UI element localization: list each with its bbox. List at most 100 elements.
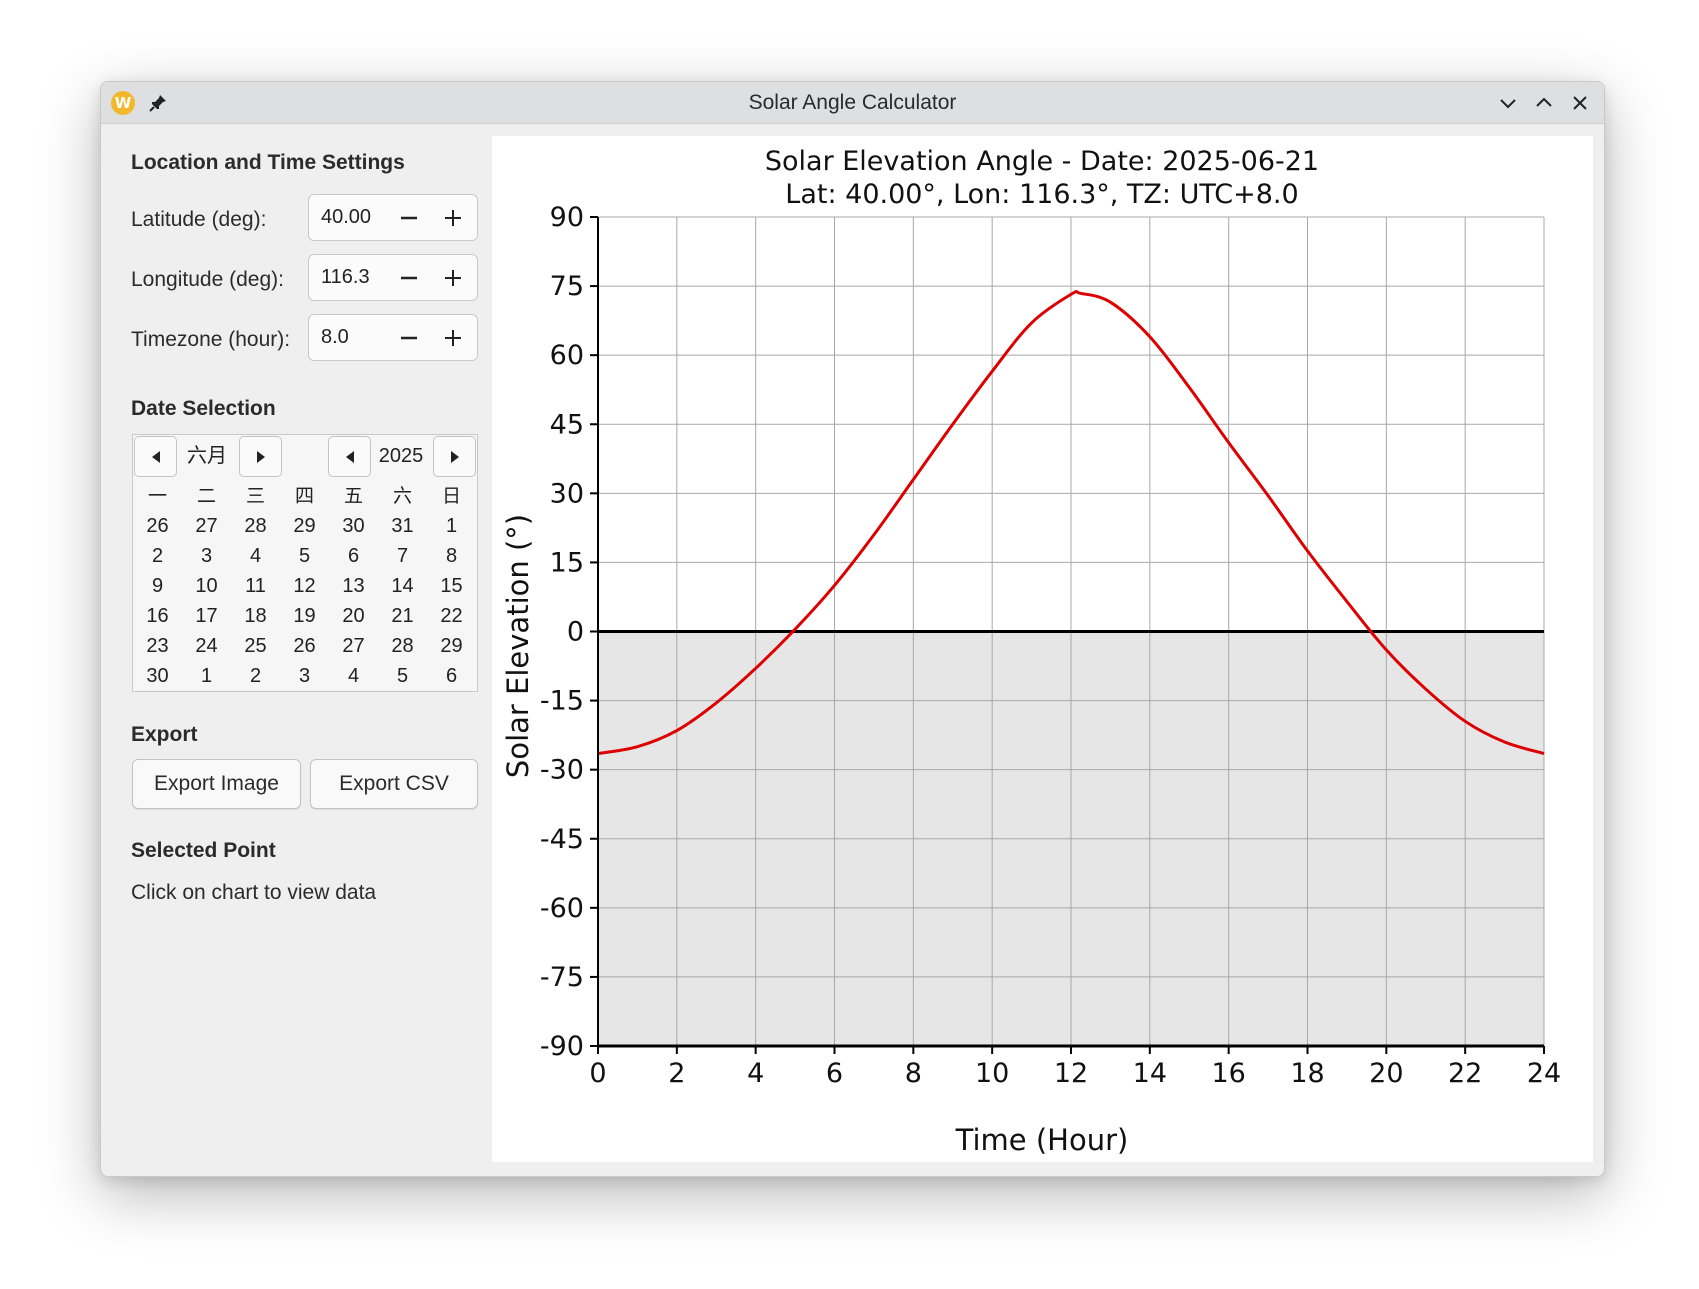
longitude-value[interactable]: 116.3 (321, 266, 370, 288)
calendar-day[interactable]: 1 (445, 515, 458, 537)
export-title: Export (131, 723, 198, 746)
x-tick-label: 14 (1133, 1058, 1167, 1089)
weekday-label: 六 (392, 485, 412, 507)
y-tick-label: 0 (567, 617, 584, 648)
settings-sidebar: Location and Time Settings Latitude (deg… (101, 124, 491, 1176)
minus-icon[interactable] (397, 266, 421, 290)
calendar-day[interactable]: 20 (342, 605, 365, 627)
x-tick-label: 18 (1290, 1058, 1324, 1089)
latitude-spinbox[interactable]: 40.00 (308, 194, 478, 241)
calendar-day[interactable]: 1 (200, 665, 213, 687)
x-tick-label: 20 (1369, 1058, 1403, 1089)
export-csv-button[interactable]: Export CSV (310, 759, 478, 809)
weekday-label: 一 (147, 485, 167, 507)
minus-icon[interactable] (397, 326, 421, 350)
minimize-button[interactable] (1496, 91, 1520, 115)
calendar-day[interactable]: 28 (391, 635, 414, 657)
triangle-right-icon (451, 451, 459, 463)
calendar-day[interactable]: 2 (151, 545, 164, 567)
x-tick-label: 12 (1054, 1058, 1088, 1089)
timezone-spinbox[interactable]: 8.0 (308, 314, 478, 361)
timezone-value[interactable]: 8.0 (321, 326, 349, 348)
weekday-label: 四 (294, 485, 314, 507)
y-tick-label: 75 (550, 271, 584, 302)
triangle-right-icon (257, 451, 265, 463)
calendar-day[interactable]: 26 (146, 515, 169, 537)
calendar-day[interactable]: 26 (293, 635, 316, 657)
calendar-day[interactable]: 8 (445, 545, 458, 567)
weekday-label: 二 (196, 485, 216, 507)
calendar-day[interactable]: 24 (195, 635, 218, 657)
calendar-day[interactable]: 29 (293, 515, 316, 537)
calendar-day[interactable]: 11 (245, 575, 266, 597)
calendar-day[interactable]: 15 (440, 575, 463, 597)
pin-icon[interactable] (147, 92, 169, 114)
y-tick-label: 30 (550, 478, 584, 509)
close-icon (1573, 96, 1587, 110)
next-month-button[interactable] (239, 436, 282, 477)
selected-point-title: Selected Point (131, 839, 276, 862)
calendar-day[interactable]: 7 (396, 545, 409, 567)
timezone-label: Timezone (hour): (131, 328, 291, 351)
chart-panel[interactable]: 0 2 4 6 8 10 12 14 16 18 20 22 24 90 75 60 45 30 15 0 -15 -3… (492, 136, 1593, 1162)
chart-axes (590, 216, 1545, 1054)
calendar-day[interactable]: 21 (391, 605, 414, 627)
maximize-button[interactable] (1532, 91, 1556, 115)
calendar-day[interactable]: 23 (146, 635, 169, 657)
next-year-button[interactable] (433, 436, 476, 477)
calendar-day[interactable]: 14 (391, 575, 414, 597)
calendar-day[interactable]: 18 (244, 605, 267, 627)
close-button[interactable] (1568, 91, 1592, 115)
calendar-day[interactable]: 13 (342, 575, 365, 597)
y-axis-label: Solar Elevation (°) (501, 514, 535, 778)
calendar-day[interactable]: 6 (445, 665, 458, 687)
calendar-day[interactable]: 10 (195, 575, 218, 597)
calendar-day[interactable]: 19 (293, 605, 316, 627)
prev-year-button[interactable] (328, 436, 371, 477)
minus-icon[interactable] (397, 206, 421, 230)
y-tick-label: 60 (550, 340, 584, 371)
calendar-day[interactable]: 3 (200, 545, 213, 567)
calendar-day[interactable]: 31 (391, 515, 414, 537)
calendar-day[interactable]: 16 (146, 605, 169, 627)
plus-icon[interactable] (441, 326, 465, 350)
calendar-day[interactable]: 5 (396, 665, 409, 687)
elevation-curve[interactable] (597, 290, 1545, 756)
latitude-value[interactable]: 40.00 (321, 206, 372, 228)
solar-elevation-chart[interactable]: 0 2 4 6 8 10 12 14 16 18 20 22 24 9075604530150-15-3… (492, 136, 1593, 1162)
x-tick-label: 24 (1527, 1058, 1561, 1089)
calendar-day[interactable]: 4 (249, 545, 262, 567)
calendar-day[interactable]: 9 (151, 575, 164, 597)
calendar-day[interactable]: 12 (293, 575, 316, 597)
calendar-day[interactable]: 27 (195, 515, 218, 537)
longitude-spinbox[interactable]: 116.3 (308, 254, 478, 301)
calendar-day[interactable]: 28 (244, 515, 267, 537)
plus-icon[interactable] (441, 266, 465, 290)
calendar-week-row: 9 10 11 12 13 14 15 (133, 571, 477, 601)
calendar-widget[interactable]: 六月 2025 一 二 三 四 五 六 日 (132, 434, 478, 692)
calendar-day[interactable]: 30 (146, 665, 169, 687)
longitude-label: Longitude (deg): (131, 268, 284, 291)
triangle-left-icon (152, 451, 160, 463)
month-label[interactable]: 六月 (187, 445, 227, 467)
weekday-header-row: 一 二 三 四 五 六 日 (133, 481, 477, 511)
x-tick-label: 16 (1211, 1058, 1245, 1089)
calendar-day[interactable]: 27 (342, 635, 365, 657)
calendar-day[interactable]: 2 (249, 665, 262, 687)
calendar-day[interactable]: 25 (244, 635, 267, 657)
calendar-day[interactable]: 29 (440, 635, 463, 657)
export-image-button[interactable]: Export Image (132, 759, 301, 809)
calendar-day[interactable]: 30 (342, 515, 365, 537)
calendar-day[interactable]: 5 (298, 545, 311, 567)
year-label[interactable]: 2025 (378, 445, 424, 467)
calendar-day[interactable]: 17 (195, 605, 218, 627)
x-tick-label: 0 (589, 1058, 606, 1089)
x-tick-labels: 0 2 4 6 8 10 12 14 16 18 20 22 24 (589, 1058, 1561, 1089)
calendar-day[interactable]: 3 (298, 665, 311, 687)
prev-month-button[interactable] (134, 436, 177, 477)
calendar-day[interactable]: 4 (347, 665, 360, 687)
x-tick-label: 6 (826, 1058, 843, 1089)
plus-icon[interactable] (441, 206, 465, 230)
calendar-day[interactable]: 22 (440, 605, 463, 627)
calendar-day[interactable]: 6 (347, 545, 360, 567)
